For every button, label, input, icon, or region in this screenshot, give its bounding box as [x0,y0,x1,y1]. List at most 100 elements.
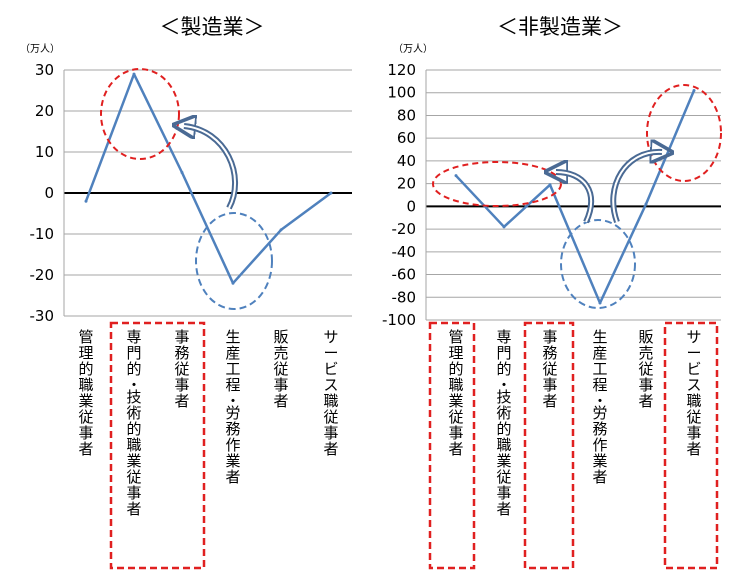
category-label-char: 従 [273,360,288,378]
category-label-char: 従 [78,408,93,426]
category-label-char: 事 [686,424,701,442]
highlight-box-manufacturing [109,321,206,570]
category-label-char: 的 [78,360,93,378]
y-tick-label: -10 [30,225,55,243]
category-label-char: 事 [174,376,189,394]
y-tick-label: -80 [392,288,417,306]
category-label-char: 業 [448,392,463,410]
data-point [548,183,552,187]
category-label-char: 的 [496,360,511,378]
category-label-char: 者 [638,392,653,410]
category-label-char: ス [686,376,701,394]
category-label-char: ス [323,376,338,394]
category-label-char: 売 [273,344,288,362]
highlight-box-clerical [523,321,575,570]
y-tick-label: 20 [397,175,416,193]
y-tick-label: 10 [35,143,54,161]
category-label-char: 産 [225,344,240,362]
category-label-char: 者 [225,468,240,486]
category-label-char: 従 [542,360,557,378]
category-label-char: 理 [78,344,93,362]
category-label-char: 工 [592,360,607,378]
category-label-char: 職 [323,392,338,410]
category-label-char: 職 [126,436,141,454]
category-label-char: 産 [592,344,607,362]
category-label-char: 的 [126,420,141,438]
y-tick-label: -40 [392,243,417,261]
y-tick-label: -100 [382,311,416,329]
category-label-char: 者 [174,392,189,410]
category-label-char: 門 [126,344,141,362]
category-label-char: 管 [78,328,93,346]
plot-manufacturing: 3020100-10-20-30管理的職業従事者専門的・技術的職業従事者事務従事… [30,61,352,518]
unit-label-non-manufacturing: （万人） [393,43,433,55]
category-label-char: 生 [225,328,240,346]
category-label-char: 者 [126,500,141,518]
data-point [598,301,602,305]
category-label-char: ビ [323,360,338,378]
category-label-char: 者 [323,440,338,458]
category-label-char: 者 [686,440,701,458]
category-label-char: 事 [638,376,653,394]
unit-label-manufacturing: （万人） [20,43,60,55]
category-label-char: 労 [225,404,240,422]
category-label-char: 者 [78,440,93,458]
category-label-char: 業 [78,392,93,410]
y-tick-label: 40 [397,152,416,170]
y-tick-label: -60 [392,266,417,284]
chart-title-manufacturing: ＜製造業＞ [160,15,265,39]
category-label-char: 者 [496,500,511,518]
category-label-char: 事 [273,376,288,394]
category-label-char: 販 [273,328,288,346]
category-label-char: 的 [126,360,141,378]
category-label-char: 技 [496,388,511,406]
y-tick-label: 30 [35,61,54,79]
data-point [231,281,235,285]
data-point [329,191,333,195]
y-tick-label: -30 [30,307,55,325]
category-label-char: 業 [592,452,607,470]
category-label-char: 術 [496,404,511,422]
data-point [84,199,88,203]
y-tick-label: -20 [30,266,55,284]
data-point [132,72,136,76]
category-label-char: 従 [126,468,141,486]
data-point [454,174,458,178]
category-label-char: 事 [542,376,557,394]
category-label-char: ー [686,344,701,362]
data-point [692,88,696,92]
category-label-char: 事 [496,484,511,502]
category-label-char: 門 [496,344,511,362]
highlight-box-admin-mgmt [428,321,476,570]
category-label-char: 者 [542,392,557,410]
chart-title-non-manufacturing: ＜非製造業＞ [497,15,623,39]
category-label-char: 従 [323,408,338,426]
y-tick-label: -20 [392,220,417,238]
y-tick-label: 0 [44,184,54,202]
highlight-box-service [663,321,719,570]
category-label-char: 事 [126,484,141,502]
y-tick-label: 60 [397,129,416,147]
category-label-char: 工 [225,360,240,378]
category-label-char: 務 [592,420,607,438]
category-label-char: 業 [496,452,511,470]
category-label-char: 理 [448,344,463,362]
category-label-char: ー [323,344,338,362]
category-label-char: 技 [126,388,141,406]
category-label-char: 作 [592,436,607,454]
category-label-char: 的 [496,420,511,438]
data-point [180,171,184,174]
category-label-char: ・ [496,376,511,394]
category-label-char: 職 [686,392,701,410]
category-label-char: ・ [126,376,141,394]
category-label-char: 事 [174,328,189,346]
category-label-char: 労 [592,404,607,422]
category-label-char: 職 [496,436,511,454]
data-point [279,228,283,232]
